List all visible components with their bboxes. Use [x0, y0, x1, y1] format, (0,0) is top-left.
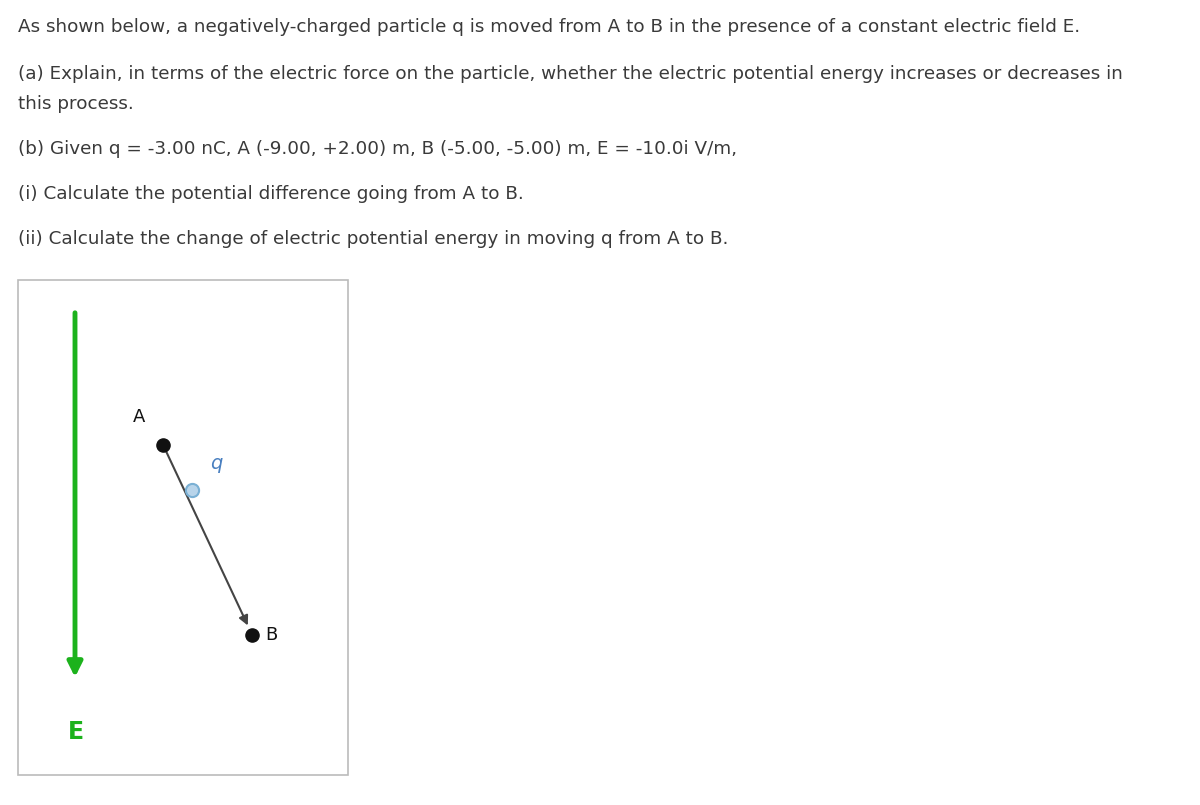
Text: As shown below, a negatively-charged particle q is moved from A to B in the pres: As shown below, a negatively-charged par…: [18, 18, 1080, 36]
Point: [154, 439, 173, 452]
Text: E: E: [68, 720, 84, 744]
Text: B: B: [265, 626, 277, 644]
Text: A: A: [133, 408, 145, 426]
Text: (ii) Calculate the change of electric potential energy in moving q from A to B.: (ii) Calculate the change of electric po…: [18, 230, 728, 248]
Bar: [18, 280, 348, 775]
Point: [182, 484, 202, 497]
Text: (b) Given q = -3.00 nC, A (-9.00, +2.00) m, B (-5.00, -5.00) m, E = -10.0i V/m,: (b) Given q = -3.00 nC, A (-9.00, +2.00)…: [18, 140, 737, 158]
Text: q: q: [210, 454, 222, 473]
Text: this process.: this process.: [18, 95, 133, 113]
Text: (i) Calculate the potential difference going from A to B.: (i) Calculate the potential difference g…: [18, 185, 523, 203]
Point: [242, 629, 262, 642]
Text: (a) Explain, in terms of the electric force on the particle, whether the electri: (a) Explain, in terms of the electric fo…: [18, 65, 1123, 83]
